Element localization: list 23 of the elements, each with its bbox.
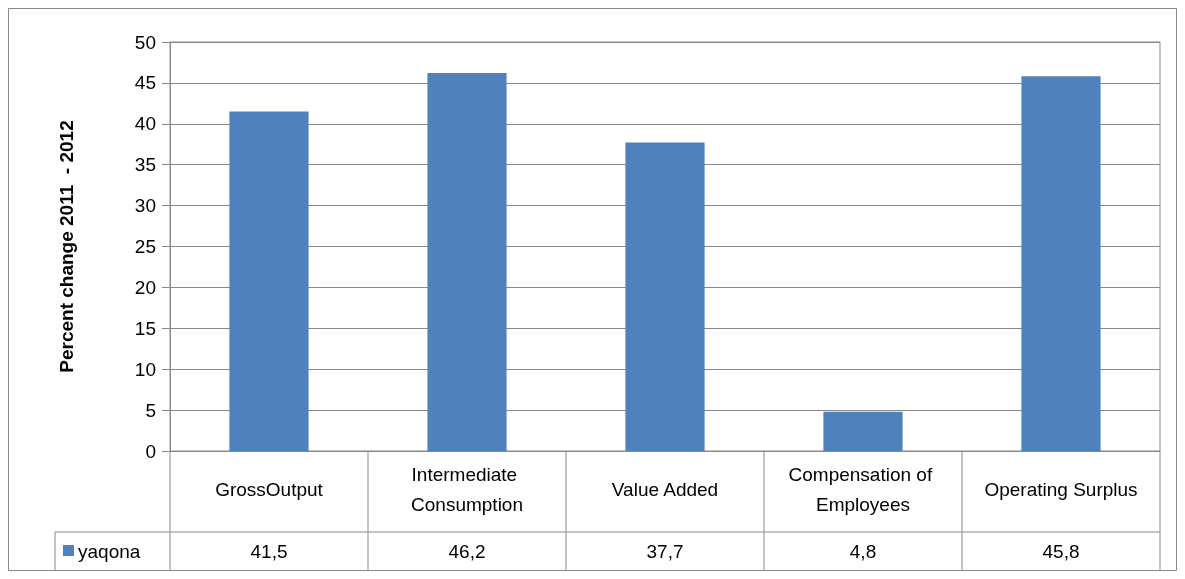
x-tick-label: Value Added <box>611 478 719 500</box>
data-label: 46,2 <box>448 540 486 562</box>
y-tick-label: 15 <box>134 317 156 339</box>
x-tick-label: GrossOutput <box>215 478 324 500</box>
x-tick-label: Compensation of Employees <box>788 463 938 515</box>
y-tick-label: 0 <box>145 440 156 462</box>
y-tick-label: 50 <box>134 31 156 53</box>
y-tick-label: 25 <box>134 236 156 257</box>
y-tick-label: 10 <box>134 358 156 380</box>
y-tick-label: 20 <box>134 276 156 298</box>
y-tick-label: 30 <box>134 195 156 217</box>
data-label: 41,5 <box>250 540 288 562</box>
y-tick-label: 35 <box>134 154 156 176</box>
x-tick-label: Operating Surplus <box>984 478 1138 500</box>
legend-label: yaqona <box>78 540 141 562</box>
data-label: 37,7 <box>646 540 684 562</box>
x-tick-label: Intermediate Consumption <box>411 463 523 515</box>
data-label: 4,8 <box>849 540 877 562</box>
y-tick-label: 5 <box>145 399 156 421</box>
y-tick-label: 45 <box>134 72 156 94</box>
y-tick-label: 40 <box>134 113 156 135</box>
data-label: 45,8 <box>1042 540 1080 562</box>
y-axis-title: Percent change 2011 - 2012 <box>56 120 77 373</box>
